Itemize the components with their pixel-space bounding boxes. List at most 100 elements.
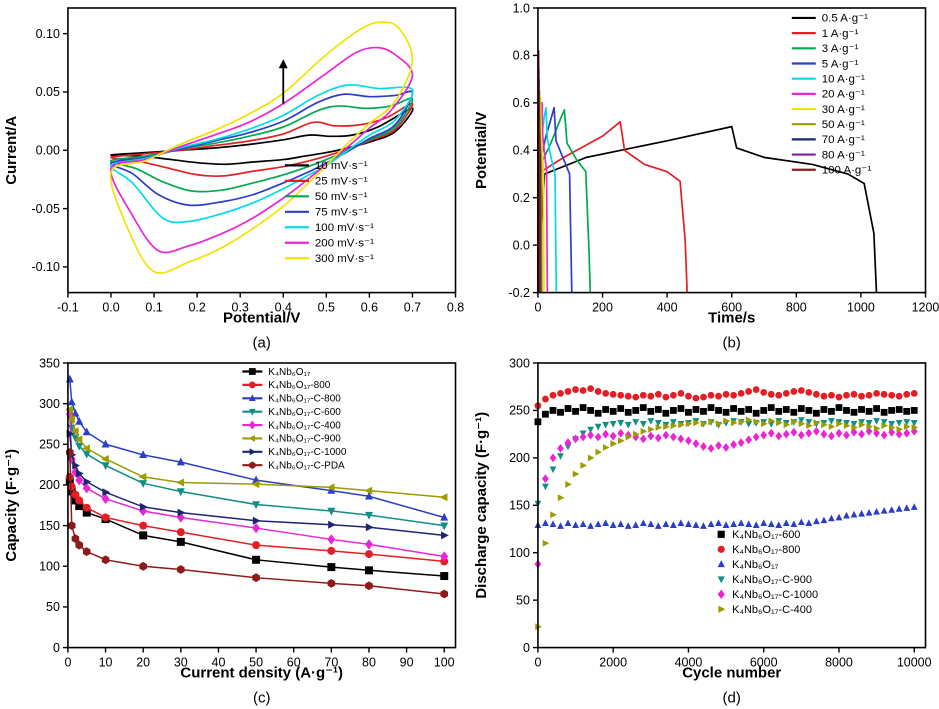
triangle-right-marker	[609, 439, 617, 447]
legend-label: K₄Nb₆O₁₇-800	[732, 543, 800, 555]
circle-marker	[101, 512, 110, 521]
circle-marker	[579, 386, 586, 394]
x-axis-label: Cycle number	[682, 664, 781, 681]
square-marker	[717, 530, 725, 538]
triangle-down-marker	[601, 421, 609, 429]
plot-frame	[536, 361, 926, 648]
diamond-marker	[827, 431, 835, 440]
x-tick-label: 1200	[911, 301, 939, 315]
y-axis-label: Capacity (F·g⁻¹)	[3, 448, 20, 561]
square-marker	[857, 405, 865, 413]
legend-label: K₄Nb₆O₁₇	[732, 558, 778, 570]
diamond-marker	[707, 443, 714, 453]
triangle-left-marker	[100, 454, 109, 463]
x-tick-label: 600	[721, 301, 742, 315]
series-rate-knbo-c-900	[65, 404, 448, 501]
legend-item: K₄Nb₆O₁₇-C-1000	[242, 447, 347, 458]
circle-marker	[880, 390, 888, 398]
panel-a: -0.1 0.0 0.1 0.2 0.3 0.4 0.5 0.6 0.7 0.8 -0.10 -0.0…	[0, 0, 470, 355]
triangle-up-marker	[865, 508, 872, 516]
square-marker	[631, 406, 639, 414]
diamond-marker	[880, 430, 888, 439]
circle-marker	[82, 503, 91, 512]
triangle-down-marker	[101, 461, 110, 470]
triangle-down-marker	[717, 575, 725, 583]
legend-item: 1 A·g⁻¹	[791, 28, 858, 40]
triangle-up-marker	[65, 374, 74, 382]
x-tick-label: 0.2	[188, 301, 205, 315]
x-tick-label: 8000	[825, 655, 853, 669]
triangle-down-marker	[75, 442, 84, 451]
triangle-right-marker	[865, 422, 873, 430]
panel-d-chart: 0 2000 4000 6000 8000 10000 0 50 100 150 200 250 300…	[472, 356, 931, 706]
triangle-down-marker	[624, 421, 632, 429]
circle-marker	[717, 545, 725, 553]
y-tick-label: 0.8	[512, 49, 529, 63]
square-marker	[759, 406, 767, 414]
y-axis-label: Potential/V	[472, 112, 489, 189]
x-tick-label: 50	[249, 655, 263, 669]
series-cv-50	[110, 97, 414, 193]
diamond-marker	[692, 438, 699, 448]
circle-marker	[789, 387, 797, 395]
square-marker	[616, 404, 624, 412]
y-tick-label: 0.05	[36, 85, 60, 99]
triangle-up-marker	[797, 517, 805, 525]
legend-label: 3 A·g⁻¹	[821, 43, 858, 55]
circle-marker	[556, 389, 564, 397]
legend-item: K₄Nb₆O₁₇-800	[242, 380, 331, 391]
legend-item: 3 A·g⁻¹	[791, 43, 858, 55]
circle-marker	[646, 392, 654, 400]
x-tick-label: 0.8	[447, 301, 464, 315]
square-marker	[364, 565, 373, 574]
square-marker	[752, 409, 760, 417]
square-marker	[252, 555, 261, 564]
diamond-marker	[646, 431, 654, 440]
triangle-right-marker	[655, 423, 662, 431]
triangle-up-marker	[571, 520, 579, 528]
circle-marker	[677, 389, 684, 397]
triangle-down-marker	[850, 420, 857, 428]
legend-item: K₄Nb₆O₁₇-C-600	[242, 406, 341, 417]
circle-marker	[804, 388, 812, 396]
triangle-up-marker	[564, 518, 571, 526]
square-marker	[872, 404, 880, 412]
square-marker	[767, 403, 775, 411]
series-cyc-knbo-c-1000	[534, 426, 918, 568]
square-marker	[639, 403, 647, 411]
x-tick-label: 90	[400, 655, 414, 669]
square-marker	[804, 406, 812, 414]
square-marker	[692, 405, 699, 413]
y-tick-label: 100	[39, 559, 60, 573]
circle-marker	[812, 390, 820, 398]
x-tick-label: 20	[136, 655, 150, 669]
triangle-right-marker	[843, 421, 850, 429]
diamond-marker	[714, 440, 722, 450]
legend: K₄Nb₆O₁₇-600 K₄Nb₆O₁₇-800 K₄Nb₆O₁₇ K₄Nb₆O₁₇…	[717, 528, 818, 615]
y-tick-label: 250	[509, 403, 530, 417]
triangle-up-marker	[549, 519, 556, 527]
legend-item: 50 A·g⁻¹	[791, 119, 864, 131]
legend-item: K₄Nb₆O₁₇-C-800	[242, 393, 341, 404]
triangle-up-marker	[717, 559, 725, 567]
triangle-right-marker	[102, 487, 111, 496]
legend-item: 70 A·g⁻¹	[791, 134, 864, 146]
arrow-up-head	[278, 59, 288, 69]
triangle-up-marker	[880, 506, 888, 514]
square-marker	[887, 406, 895, 414]
square-marker	[594, 409, 602, 417]
circle-marker	[661, 393, 669, 401]
triangle-down-marker	[669, 418, 677, 426]
y-tick-label: 0.10	[36, 27, 60, 41]
circle-marker	[759, 388, 767, 396]
triangle-up-marker	[789, 519, 797, 527]
triangle-right-marker	[252, 516, 261, 525]
triangle-right-marker	[139, 502, 148, 511]
legend-label: 50 A·g⁻¹	[821, 119, 864, 131]
square-marker	[327, 562, 336, 571]
triangle-up-marker	[139, 449, 148, 458]
x-tick-label: 6000	[749, 655, 777, 669]
legend-item: 100 A·g⁻¹	[791, 165, 871, 177]
circle-marker	[699, 393, 707, 401]
